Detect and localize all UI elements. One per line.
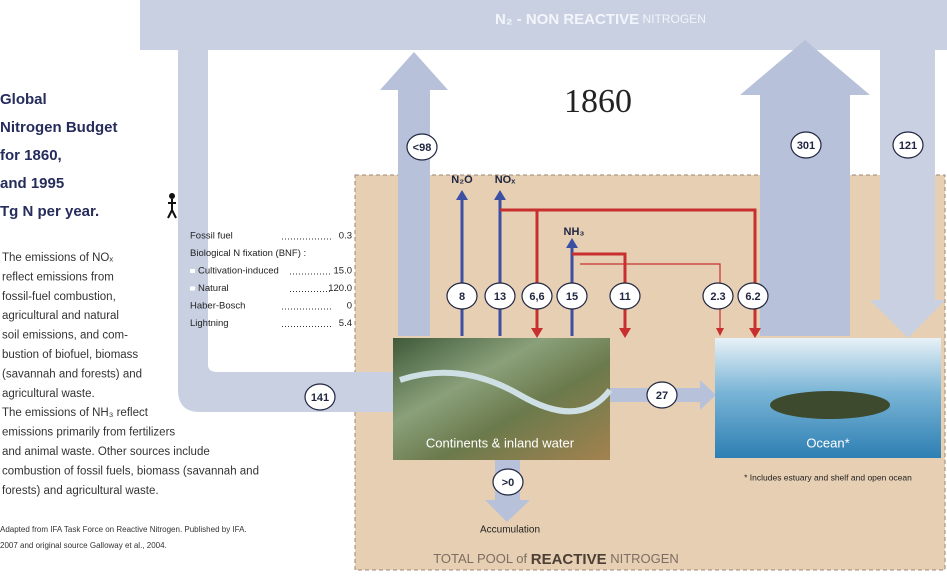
header-title: - NON REACTIVE	[513, 11, 640, 28]
year: 1860	[564, 83, 632, 120]
ocean-note: * Includes estuary and shelf and open oc…	[744, 472, 912, 482]
flow-value: 141	[311, 392, 329, 404]
sidebar-title: Nitrogen Budget	[0, 119, 118, 136]
flow-value: <98	[413, 142, 432, 154]
footer-suffix: NITROGEN	[607, 551, 679, 566]
sidebar-text: emissions primarily from fertilizers	[2, 427, 175, 439]
header-species: N₂	[495, 11, 513, 28]
source-note: 2007 and original source Galloway et al.…	[0, 541, 167, 550]
source-name: Fossil fuel	[190, 231, 233, 242]
flow-value: 301	[797, 140, 815, 152]
header: N₂ - NON REACTIVE NITROGEN	[495, 11, 706, 28]
sidebar-text: The emissions of NH₃ reflect	[2, 407, 149, 419]
sidebar-text: agricultural and natural	[2, 310, 119, 322]
ocean-label: Ocean*	[806, 435, 849, 450]
bullet	[190, 287, 195, 291]
source-name: Lightning	[190, 318, 229, 329]
footer-bold: REACTIVE	[531, 551, 607, 568]
icon	[168, 199, 176, 218]
sidebar-title: for 1860,	[0, 147, 62, 164]
flow-value: 27	[656, 390, 668, 402]
source-name: Natural	[198, 283, 229, 294]
source-value: 15.0	[334, 266, 353, 277]
island	[770, 391, 890, 419]
footer: TOTAL POOL of REACTIVE NITROGEN	[433, 551, 679, 568]
bullet	[190, 269, 195, 273]
source-name: Biological N fixation (BNF) :	[190, 248, 306, 259]
accumulation-label: Accumulation	[480, 525, 540, 536]
flow-value: 8	[459, 291, 465, 303]
flow-value: >0	[502, 477, 515, 489]
sidebar-text: combustion of fossil fuels, biomass (sav…	[2, 465, 259, 477]
flow-value: 2.3	[710, 291, 725, 303]
source-value: 120.0	[328, 283, 352, 294]
flow-value: 11	[619, 291, 631, 303]
sidebar-text: soil emissions, and com-	[2, 330, 128, 342]
sidebar-title: Global	[0, 91, 47, 108]
down-arrow	[870, 48, 945, 338]
species-label: NOₓ	[495, 174, 517, 186]
sidebar-title: Tg N per year.	[0, 203, 99, 220]
sidebar-text: reflect emissions from	[2, 271, 114, 283]
sidebar-title: and 1995	[0, 175, 64, 192]
person-icon	[168, 193, 176, 218]
sidebar-text: agricultural waste.	[2, 388, 95, 400]
source-value: 0	[347, 301, 352, 312]
source-value: 0.3	[339, 231, 352, 242]
source-note: Adapted from IFA Task Force on Reactive …	[0, 525, 247, 534]
flow-value: 121	[899, 140, 917, 152]
sidebar-text: bustion of biofuel, biomass	[2, 349, 138, 361]
sidebar-text: The emissions of NOₓ	[2, 252, 113, 264]
sidebar-text: and animal waste. Other sources include	[2, 446, 210, 458]
source-value: 5.4	[339, 318, 352, 329]
flow-value: 13	[494, 291, 506, 303]
flow-value: 15	[566, 291, 578, 303]
flow-value: 6,6	[529, 291, 544, 303]
source-name: Cultivation-induced	[198, 266, 279, 277]
flow-value: 6.2	[745, 291, 760, 303]
land-label: Continents & inland water	[426, 435, 575, 450]
species-label: NH₃	[564, 226, 585, 238]
diagram: N₂ - NON REACTIVE NITROGEN 1860 TOTAL PO…	[0, 0, 947, 577]
header-suffix: NITROGEN	[639, 12, 706, 26]
footer-prefix: TOTAL POOL of	[433, 551, 531, 566]
sidebar-text: (savannah and forests) and	[2, 368, 142, 380]
source-name: Haber-Bosch	[190, 301, 245, 312]
sidebar-text: forests) and agricultural waste.	[2, 485, 159, 497]
species-label: N₂O	[451, 174, 473, 186]
sidebar-text: fossil-fuel combustion,	[2, 291, 116, 303]
icon	[169, 193, 175, 199]
